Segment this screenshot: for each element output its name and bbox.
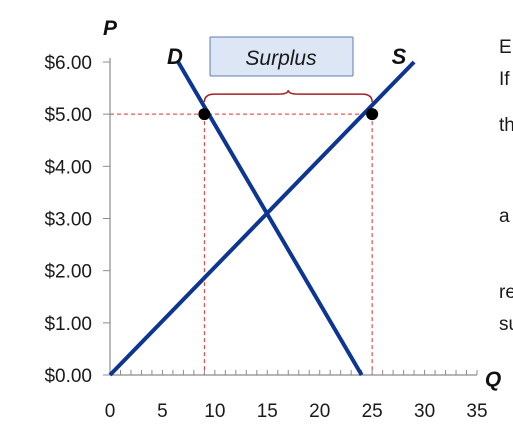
y-tick-label: $0.00: [44, 366, 92, 387]
x-tick-label: 20: [309, 401, 330, 422]
y-tick-label: $1.00: [44, 314, 92, 335]
x-tick-label: 35: [466, 401, 487, 422]
x-tick-label: 30: [414, 401, 435, 422]
x-tick-label: 15: [257, 401, 278, 422]
surplus-annotation: Surplus: [203, 36, 373, 103]
demand-curve-label: D: [167, 44, 183, 69]
surplus-brace: [203, 90, 373, 103]
y-tick-label: $5.00: [44, 105, 92, 126]
supply-curve: [108, 60, 416, 377]
side-text-fragments: E If th a re su: [499, 37, 513, 335]
axes: $0.00 $1.00 $2.00 $3.00 $4.00 $5.00 $6.00 0 5 10…: [44, 53, 487, 422]
surplus-label: Surplus: [245, 47, 317, 70]
y-axis-title: P: [103, 17, 118, 40]
x-tick-labels: 0 5 10 15 20 25 30 35: [105, 401, 488, 422]
guide-lines: [110, 113, 373, 375]
x-tick-label: 10: [204, 401, 225, 422]
curves: [108, 60, 416, 377]
side-text-line: E: [499, 37, 512, 58]
supply-curve-label: S: [392, 44, 407, 69]
side-text-line: re: [499, 282, 513, 303]
quantity-demanded-point: [198, 108, 211, 121]
y-tick-labels: $0.00 $1.00 $2.00 $3.00 $4.00 $5.00 $6.00: [44, 53, 92, 387]
y-tick-label: $6.00: [44, 53, 92, 74]
x-ticks: [119, 370, 478, 375]
side-text-line: If: [499, 69, 510, 90]
y-ticks: [103, 61, 110, 376]
y-tick-label: $2.00: [44, 262, 92, 283]
highlight-points: [198, 108, 379, 121]
quantity-supplied-point: [366, 108, 379, 121]
side-text-line: th: [499, 115, 513, 136]
x-tick-label: 25: [362, 401, 383, 422]
surplus-label-box: [209, 36, 354, 77]
side-text-line: su: [499, 314, 513, 335]
y-tick-label: $4.00: [44, 157, 92, 178]
y-tick-label: $3.00: [44, 210, 92, 231]
x-tick-label: 0: [105, 401, 116, 422]
x-axis-title: Q: [485, 368, 501, 391]
side-text-line: a: [499, 206, 510, 227]
x-tick-label: 5: [157, 401, 168, 422]
